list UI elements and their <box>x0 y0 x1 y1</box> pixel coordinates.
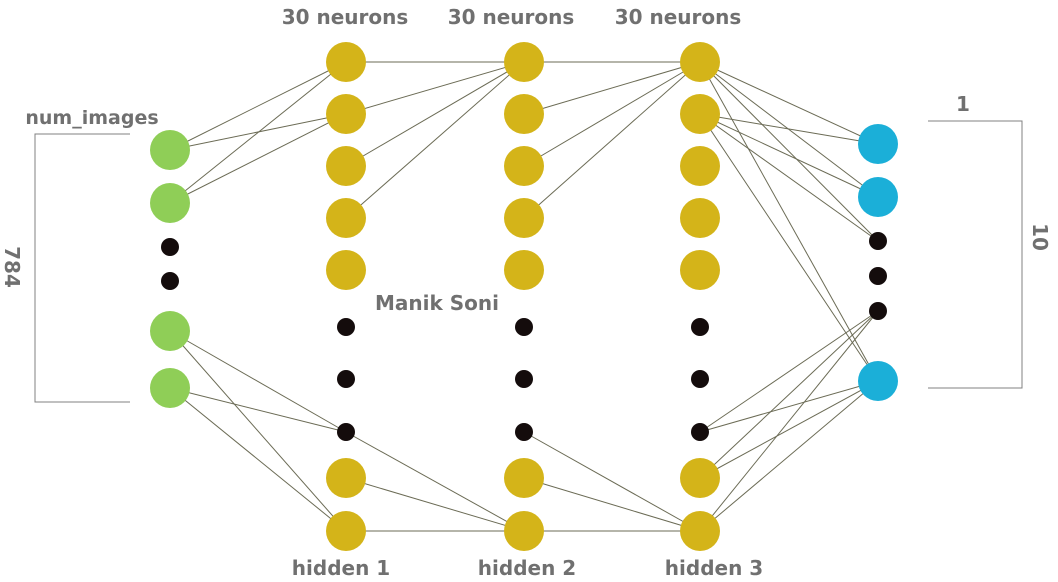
hidden1-neuron <box>326 198 366 238</box>
hidden3-neuron <box>680 42 720 82</box>
ellipsis-dot <box>161 238 179 256</box>
connection-line <box>699 310 879 479</box>
output-neuron <box>858 177 898 217</box>
hidden2-neuron <box>504 146 544 186</box>
layer1-name: hidden 1 <box>292 556 390 580</box>
connection-line <box>699 310 879 433</box>
ellipsis-dot <box>515 423 533 441</box>
hidden3-neuron <box>680 198 720 238</box>
input-label: num_images <box>25 107 158 129</box>
hidden1-neuron <box>326 511 366 551</box>
layer3-name: hidden 3 <box>665 556 763 580</box>
author-watermark: Manik Soni <box>375 291 499 315</box>
output-neuron <box>858 361 898 401</box>
input-size-bracket <box>34 133 130 403</box>
hidden2-neuron <box>504 198 544 238</box>
hidden1-neuron <box>326 42 366 82</box>
ellipsis-dot <box>691 423 709 441</box>
connection-line <box>699 380 879 532</box>
ellipsis-dot <box>691 318 709 336</box>
hidden3-neuron <box>680 511 720 551</box>
ellipsis-dot <box>337 370 355 388</box>
connection-line <box>169 61 347 204</box>
ellipsis-dot <box>161 272 179 290</box>
connection-line <box>345 61 525 167</box>
connection-line <box>523 61 701 167</box>
connection-line <box>345 61 525 219</box>
ellipsis-dot <box>337 318 355 336</box>
hidden1-neuron <box>326 94 366 134</box>
hidden2-neuron <box>504 42 544 82</box>
ellipsis-dot <box>869 302 887 320</box>
hidden1-neuron <box>326 458 366 498</box>
input-neuron <box>150 311 190 351</box>
output-neuron <box>858 124 898 164</box>
hidden2-neuron <box>504 250 544 290</box>
connection-line <box>169 330 347 532</box>
ellipsis-dot <box>869 232 887 250</box>
layer2-neuron-count: 30 neurons <box>448 5 575 29</box>
connection-line <box>699 61 879 242</box>
ellipsis-dot <box>691 370 709 388</box>
hidden3-neuron <box>680 146 720 186</box>
hidden2-neuron <box>504 511 544 551</box>
connection-lines <box>169 61 879 532</box>
connection-line <box>345 431 525 532</box>
connection-line <box>523 61 701 219</box>
input-neuron <box>150 130 190 170</box>
output-size-label: 10 <box>1028 223 1052 251</box>
connection-line <box>699 380 879 479</box>
connection-line <box>169 113 347 204</box>
output-label: 1 <box>956 92 970 116</box>
ellipsis-dot <box>515 318 533 336</box>
hidden1-neuron <box>326 146 366 186</box>
layer1-neuron-count: 30 neurons <box>282 5 409 29</box>
connection-line <box>699 310 879 532</box>
connection-line <box>169 387 347 433</box>
connection-line <box>523 61 701 115</box>
ellipsis-dot <box>515 370 533 388</box>
input-size-label: 784 <box>0 246 24 288</box>
connection-line <box>699 113 879 198</box>
input-neuron <box>150 183 190 223</box>
connection-line <box>699 113 879 145</box>
hidden2-neuron <box>504 458 544 498</box>
connection-line <box>345 477 525 532</box>
input-neuron <box>150 368 190 408</box>
ellipsis-dot <box>337 423 355 441</box>
neuron-nodes <box>150 42 898 551</box>
connection-line <box>699 380 879 433</box>
connection-line <box>523 477 701 532</box>
layer3-neuron-count: 30 neurons <box>615 5 742 29</box>
connection-line <box>699 61 879 382</box>
connection-line <box>169 330 347 433</box>
hidden2-neuron <box>504 94 544 134</box>
connection-line <box>169 61 347 151</box>
hidden1-neuron <box>326 250 366 290</box>
hidden3-neuron <box>680 458 720 498</box>
hidden3-neuron <box>680 250 720 290</box>
connection-line <box>699 61 879 145</box>
connection-line <box>169 387 347 532</box>
output-size-bracket <box>928 120 1023 389</box>
layer2-name: hidden 2 <box>478 556 576 580</box>
hidden3-neuron <box>680 94 720 134</box>
ellipsis-dot <box>869 267 887 285</box>
connection-line <box>345 61 525 115</box>
connection-line <box>699 113 879 382</box>
connection-line <box>699 113 879 242</box>
connection-line <box>523 431 701 532</box>
